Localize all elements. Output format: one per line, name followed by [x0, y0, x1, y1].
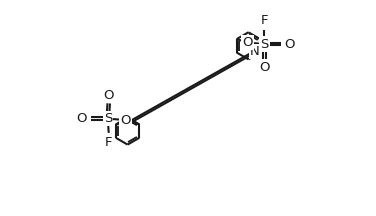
- Text: O: O: [121, 114, 131, 127]
- Text: F: F: [261, 14, 268, 27]
- Text: S: S: [260, 38, 268, 51]
- Text: O: O: [242, 36, 253, 49]
- Text: O: O: [259, 61, 270, 74]
- Text: O: O: [103, 89, 114, 102]
- Text: N: N: [250, 45, 260, 58]
- Text: O: O: [76, 112, 87, 125]
- Text: O: O: [285, 38, 295, 51]
- Text: S: S: [104, 112, 112, 125]
- Text: F: F: [105, 136, 112, 149]
